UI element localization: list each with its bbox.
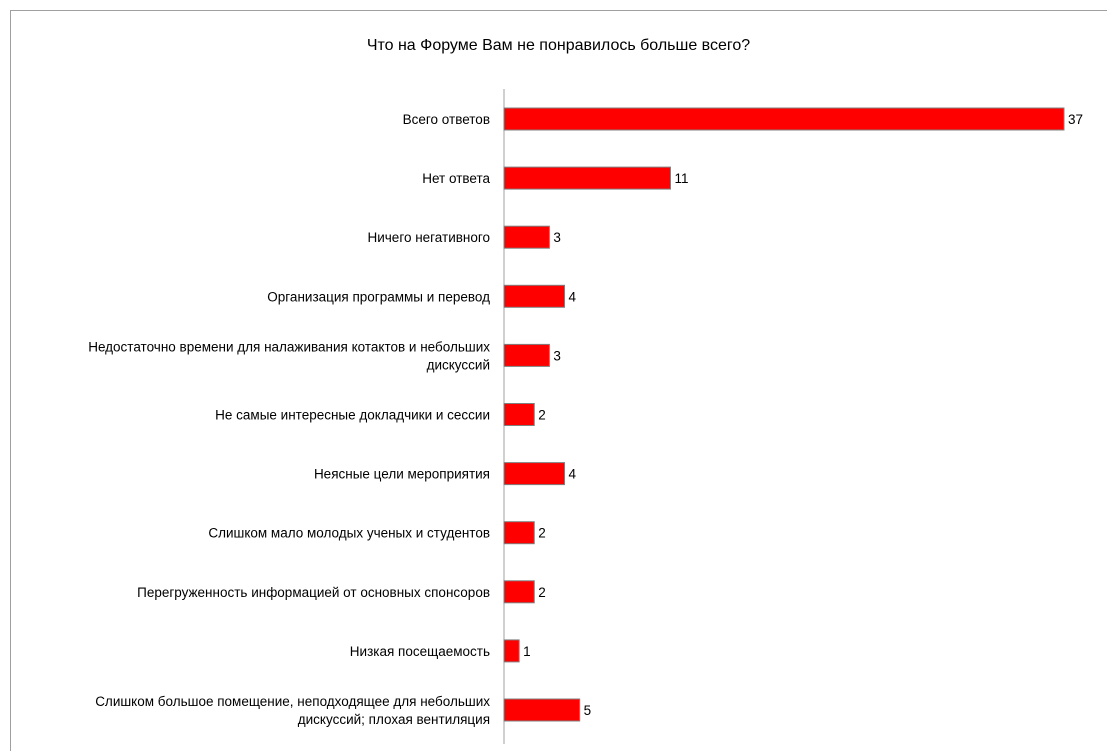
bar-3 xyxy=(503,284,566,308)
bar-6 xyxy=(503,462,566,486)
category-label-4: Недостаточно времени для налаживания кот… xyxy=(88,339,490,372)
value-label-8: 2 xyxy=(538,585,546,600)
value-label-5: 2 xyxy=(538,408,546,423)
category-label-6: Неясные цели мероприятия xyxy=(314,467,490,482)
value-label-0: 37 xyxy=(1068,112,1083,127)
bar-8 xyxy=(503,580,535,604)
bar-0 xyxy=(503,107,1065,131)
category-label-9: Низкая посещаемость xyxy=(350,644,490,659)
category-label-10: Слишком большое помещение, неподходящее … xyxy=(95,694,490,727)
value-label-4: 3 xyxy=(553,348,561,363)
value-label-3: 4 xyxy=(569,289,577,304)
bar-5 xyxy=(503,403,535,426)
bar-7 xyxy=(503,521,535,545)
bar-1 xyxy=(503,166,671,190)
bar-10 xyxy=(503,698,581,722)
category-label-2: Ничего негативного xyxy=(367,230,490,245)
category-label-1: Нет ответа xyxy=(422,171,490,186)
value-label-10: 5 xyxy=(584,703,592,718)
category-label-7: Слишком мало молодых ученых и студентов xyxy=(208,526,490,541)
bar-4 xyxy=(503,343,550,367)
value-label-2: 3 xyxy=(553,230,561,245)
chart-frame xyxy=(10,10,1107,751)
category-label-5: Не самые интересные докладчики и сессии xyxy=(215,408,490,423)
category-label-3: Организация программы и перевод xyxy=(267,289,490,304)
value-label-1: 11 xyxy=(674,171,688,186)
bar-2 xyxy=(503,225,550,249)
category-label-8: Перегруженность информацией от основных … xyxy=(137,585,490,600)
category-label-0: Всего ответов xyxy=(403,112,490,127)
value-label-6: 4 xyxy=(569,467,577,482)
chart-title: Что на Форуме Вам не понравилось больше … xyxy=(366,37,751,54)
value-label-7: 2 xyxy=(538,526,546,541)
value-label-9: 1 xyxy=(523,644,531,659)
bar-9 xyxy=(503,639,520,663)
